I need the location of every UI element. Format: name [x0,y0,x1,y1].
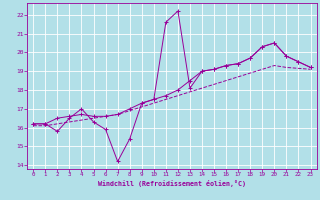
X-axis label: Windchill (Refroidissement éolien,°C): Windchill (Refroidissement éolien,°C) [98,180,246,187]
